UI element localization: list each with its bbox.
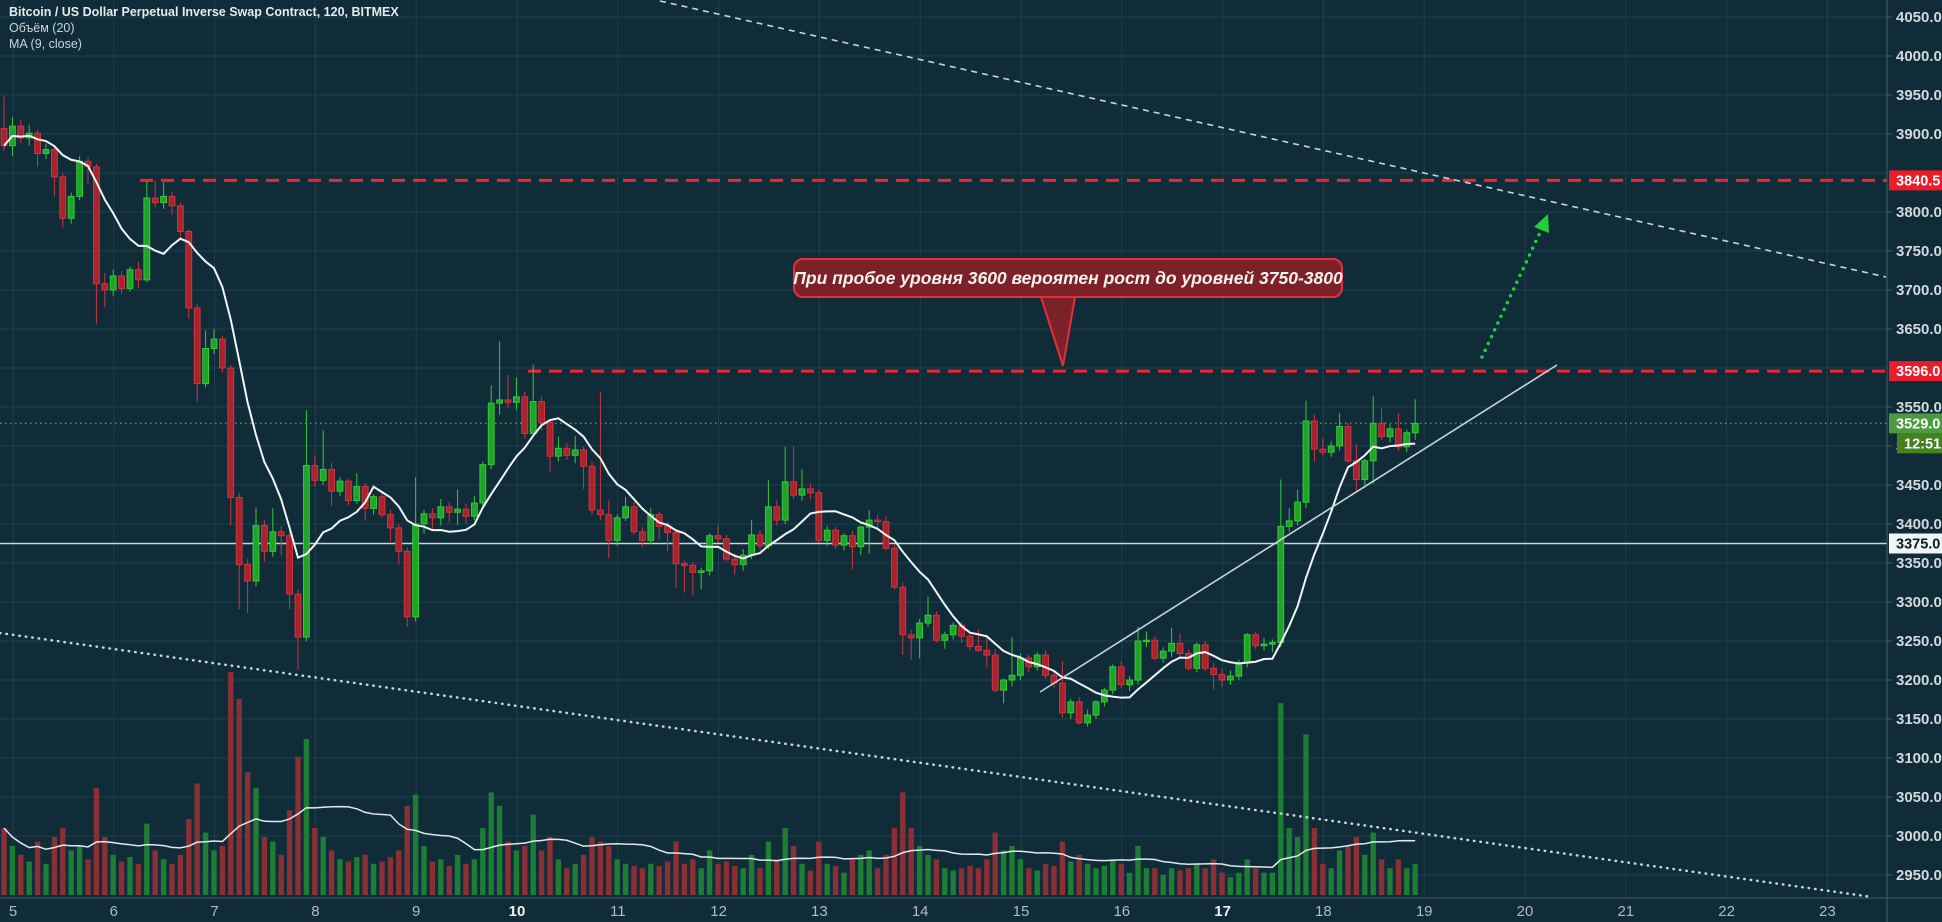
price-tick-label: 3250.0 [1896, 633, 1942, 650]
price-tick-label: 2950.0 [1896, 867, 1942, 884]
countdown-label: 12:51 [1897, 433, 1942, 454]
price-tick-label: 3650.0 [1896, 321, 1942, 338]
price-axis[interactable]: 4050.0 4000.0 3950.0 3900.0 3800.0 3750.0 3700… [1886, 0, 1942, 922]
svg-text:3840.5: 3840.5 [1896, 173, 1940, 189]
time-axis[interactable]: 5 6 7 8 9 10 11 12 13 14 15 16 17 18 19 20 21 22 23 [0, 897, 1942, 920]
time-tick-label: 8 [311, 903, 319, 920]
time-tick-label: 15 [1013, 903, 1030, 920]
price-tick-label: 3200.0 [1896, 672, 1942, 689]
time-tick-label: 14 [912, 903, 929, 920]
time-tick-label: 18 [1315, 903, 1332, 920]
ma-indicator-label[interactable]: MA (9, close) [9, 37, 82, 51]
ascending-trendline[interactable] [1039, 364, 1558, 693]
symbol-title[interactable]: Bitcoin / US Dollar Perpetual Inverse Sw… [9, 5, 399, 19]
price-tick-label: 3950.0 [1896, 87, 1942, 104]
price-tick-label: 3800.0 [1896, 204, 1942, 221]
price-label-3375: 3375.0 [1889, 533, 1942, 554]
time-tick-label: 22 [1718, 903, 1735, 920]
time-tick-label: 9 [412, 903, 420, 920]
time-tick-label: 20 [1517, 903, 1534, 920]
time-tick-label: 17 [1214, 903, 1231, 920]
price-tick-label: 3150.0 [1896, 711, 1942, 728]
time-tick-label: 16 [1113, 903, 1130, 920]
time-tick-label: 12 [710, 903, 727, 920]
time-tick-label: 10 [509, 903, 526, 920]
svg-text:3596.0: 3596.0 [1896, 364, 1940, 380]
price-tick-label: 3050.0 [1896, 789, 1942, 806]
volume-indicator-label[interactable]: Объём (20) [9, 21, 75, 35]
price-tick-label: 3000.0 [1896, 828, 1942, 845]
time-tick-label: 19 [1416, 903, 1433, 920]
projection-arrow[interactable] [1480, 214, 1549, 359]
svg-text:12:51: 12:51 [1904, 436, 1941, 452]
time-tick-label: 5 [9, 903, 17, 920]
price-tick-label: 3350.0 [1896, 555, 1942, 572]
annotation-callout[interactable]: При пробое уровня 3600 вероятен рост до … [793, 258, 1343, 298]
chart-legend: Bitcoin / US Dollar Perpetual Inverse Sw… [9, 5, 399, 51]
grid-layer [0, 0, 1887, 898]
arrow-head-icon [1534, 214, 1549, 233]
price-tick-label: 3750.0 [1896, 243, 1942, 260]
price-tick-label: 4000.0 [1896, 48, 1942, 65]
price-tick-label: 3900.0 [1896, 126, 1942, 143]
time-tick-label: 23 [1819, 903, 1836, 920]
volume-ma-line [3, 805, 1416, 869]
price-tick-label: 3450.0 [1896, 477, 1942, 494]
candlestick-layer[interactable] [0, 96, 1419, 727]
descending-dashed-trendline[interactable] [659, 0, 1887, 278]
price-label-3596: 3596.0 [1889, 361, 1942, 382]
svg-text:3375.0: 3375.0 [1896, 537, 1940, 553]
price-tick-label: 3550.0 [1896, 399, 1942, 416]
price-label-3840: 3840.5 [1889, 170, 1942, 191]
time-tick-label: 11 [610, 903, 626, 920]
price-tick-label: 3100.0 [1896, 750, 1942, 767]
price-ma-line [3, 134, 1416, 699]
time-tick-label: 6 [110, 903, 118, 920]
price-tick-label: 3300.0 [1896, 594, 1942, 611]
svg-text:3529.0: 3529.0 [1896, 416, 1940, 432]
time-tick-label: 13 [811, 903, 828, 920]
price-tick-label: 4050.0 [1896, 9, 1942, 26]
volume-layer [1, 672, 1418, 895]
price-tick-label: 3700.0 [1896, 282, 1942, 299]
time-tick-label: 7 [210, 903, 218, 920]
price-tick-label: 3400.0 [1896, 516, 1942, 533]
last-price-label: 3529.0 [1889, 413, 1942, 434]
time-tick-label: 21 [1617, 903, 1634, 920]
